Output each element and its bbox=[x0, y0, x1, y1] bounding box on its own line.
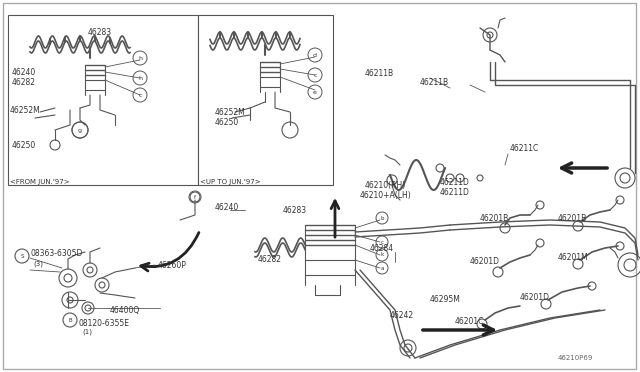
Text: f: f bbox=[194, 195, 196, 199]
Text: 46211B: 46211B bbox=[365, 68, 394, 77]
Text: g: g bbox=[78, 128, 82, 132]
Text: 46252M: 46252M bbox=[215, 108, 246, 116]
Text: 46250: 46250 bbox=[12, 141, 36, 150]
Text: 46201C: 46201C bbox=[455, 317, 484, 327]
Text: 46240: 46240 bbox=[12, 67, 36, 77]
Text: 46211D: 46211D bbox=[440, 187, 470, 196]
Text: 08120-6355E: 08120-6355E bbox=[78, 318, 129, 327]
Text: 46250: 46250 bbox=[215, 118, 239, 126]
Text: 46284: 46284 bbox=[370, 244, 394, 253]
Text: 46201B: 46201B bbox=[480, 214, 509, 222]
Text: (1): (1) bbox=[82, 329, 92, 335]
Text: c: c bbox=[313, 73, 317, 77]
Text: 46283: 46283 bbox=[88, 28, 112, 36]
Text: 46211C: 46211C bbox=[510, 144, 540, 153]
Text: 46260P: 46260P bbox=[158, 260, 187, 269]
Text: 46242: 46242 bbox=[390, 311, 414, 320]
Text: 46211B: 46211B bbox=[420, 77, 449, 87]
Text: e: e bbox=[313, 90, 317, 94]
Text: h: h bbox=[138, 55, 142, 61]
Text: 46211D: 46211D bbox=[440, 177, 470, 186]
Text: <FROM JUN.'97>: <FROM JUN.'97> bbox=[10, 179, 70, 185]
Text: a: a bbox=[380, 266, 384, 270]
Text: 08363-6305D: 08363-6305D bbox=[30, 248, 83, 257]
Text: 46210+A(LH): 46210+A(LH) bbox=[360, 190, 412, 199]
Text: c: c bbox=[138, 93, 141, 97]
Text: c: c bbox=[381, 240, 383, 244]
Text: 46210(RH): 46210(RH) bbox=[365, 180, 406, 189]
Text: 46282: 46282 bbox=[258, 256, 282, 264]
Text: 46240: 46240 bbox=[215, 202, 239, 212]
Text: 46295M: 46295M bbox=[430, 295, 461, 305]
Text: B: B bbox=[68, 317, 72, 323]
Text: 46283: 46283 bbox=[283, 205, 307, 215]
Text: k: k bbox=[380, 253, 383, 257]
Text: b: b bbox=[380, 215, 384, 221]
Text: S: S bbox=[20, 253, 24, 259]
Bar bbox=[198, 15, 333, 185]
Text: d: d bbox=[313, 52, 317, 58]
Text: 46282: 46282 bbox=[12, 77, 36, 87]
Text: 46201B: 46201B bbox=[558, 214, 588, 222]
Text: h: h bbox=[138, 76, 142, 80]
Text: 46201M: 46201M bbox=[558, 253, 589, 263]
Text: <UP TO JUN.'97>: <UP TO JUN.'97> bbox=[200, 179, 260, 185]
Text: 46201D: 46201D bbox=[470, 257, 500, 266]
Bar bbox=[8, 15, 198, 185]
Text: 46400Q: 46400Q bbox=[110, 307, 140, 315]
Text: (3): (3) bbox=[33, 261, 43, 267]
Text: 46201D: 46201D bbox=[520, 294, 550, 302]
Text: 46210P69: 46210P69 bbox=[558, 355, 593, 361]
Text: 46252M: 46252M bbox=[10, 106, 41, 115]
